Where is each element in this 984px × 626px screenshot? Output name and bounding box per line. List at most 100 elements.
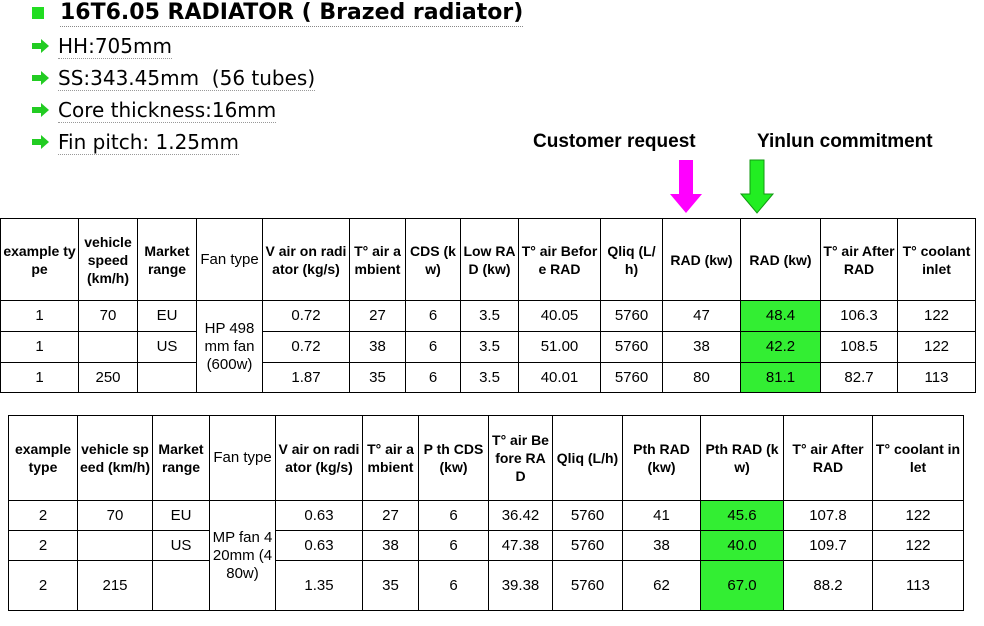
cell: 38 xyxy=(662,331,741,363)
customer-label: Customer request xyxy=(533,131,696,152)
cell: 5760 xyxy=(552,560,623,611)
cell: EU xyxy=(152,500,210,531)
cell: 36.42 xyxy=(488,500,553,531)
header-cell: Qliq (L/h) xyxy=(600,218,663,301)
cell: 47.38 xyxy=(488,530,553,561)
cell: 40.01 xyxy=(518,362,601,393)
header-cell: T° air ambient xyxy=(349,218,406,301)
cell: 82.7 xyxy=(820,362,898,393)
header-row: example type vehicle speed (km/h) Market r… xyxy=(8,415,964,501)
cell: 0.63 xyxy=(275,500,363,531)
customer-arrow xyxy=(670,160,702,213)
decor xyxy=(32,39,775,214)
cell: 5760 xyxy=(600,300,663,332)
yinlun-label: Yinlun commitment xyxy=(757,131,933,152)
cell: 122 xyxy=(897,331,976,363)
header-cell: T° coolant inlet xyxy=(897,218,976,301)
cell: 48.4 xyxy=(740,300,821,332)
header-cell: vehicle speed (km/h) xyxy=(77,415,153,501)
cell: 3.5 xyxy=(460,331,519,363)
bullet-arrows xyxy=(32,39,49,149)
cell: 122 xyxy=(897,300,976,332)
cell: 42.2 xyxy=(740,331,821,363)
cell: 51.00 xyxy=(518,331,601,363)
bullet: Core thickness:16mm xyxy=(58,98,277,123)
cell xyxy=(78,331,138,363)
cell: 107.8 xyxy=(783,500,873,531)
header-cell: Market range xyxy=(137,218,197,301)
cell: 81.1 xyxy=(740,362,821,393)
cell: 70 xyxy=(77,500,153,531)
header-cell: Pth RAD (kw) xyxy=(622,415,701,501)
cell: 5760 xyxy=(552,530,623,561)
cell: 2 xyxy=(8,500,78,531)
cell: 2 xyxy=(8,530,78,561)
header-cell: vehicle speed (km/h) xyxy=(78,218,138,301)
row: 2 70 EU MP fan 420mm (480w) 0.63 27 6 36.42 5760… xyxy=(8,500,964,611)
header-cell: RAD (kw) xyxy=(662,218,741,301)
cell: 45.6 xyxy=(700,500,784,531)
title: 16T6.05 RADIATOR ( Brazed radiator) xyxy=(60,0,524,27)
cell: 250 xyxy=(78,362,138,393)
cell: 1.35 xyxy=(275,560,363,611)
cell: EU xyxy=(137,300,197,332)
table-1: example type vehicle speed (km/h) Market r… xyxy=(0,218,976,393)
cell: US xyxy=(137,331,197,363)
cell: 38 xyxy=(362,530,419,561)
cell: 70 xyxy=(78,300,138,332)
cell: 40.05 xyxy=(518,300,601,332)
cell: 1 xyxy=(0,300,79,332)
cell: 106.3 xyxy=(820,300,898,332)
cell: HP 498mm fan (600w) xyxy=(196,300,263,393)
cell: 39.38 xyxy=(488,560,553,611)
row: 1 70 EU HP 498mm fan (600w) 0.72 27 6 3.5 40.05 5… xyxy=(0,300,976,393)
cell xyxy=(137,362,197,393)
cell: 215 xyxy=(77,560,153,611)
cell: 38 xyxy=(349,331,406,363)
cell: 6 xyxy=(405,362,461,393)
cell: 35 xyxy=(349,362,406,393)
cell: 80 xyxy=(662,362,741,393)
cell: 67.0 xyxy=(700,560,784,611)
cell: MP fan 420mm (480w) xyxy=(209,500,276,611)
cell xyxy=(152,560,210,611)
cell: 108.5 xyxy=(820,331,898,363)
cell: 6 xyxy=(418,560,489,611)
cell: 62 xyxy=(622,560,701,611)
header-cell: T° air Before RAD xyxy=(518,218,601,301)
cell: 38 xyxy=(622,530,701,561)
cell: 113 xyxy=(897,362,976,393)
cell: 6 xyxy=(418,500,489,531)
cell: 6 xyxy=(418,530,489,561)
cell: 1.87 xyxy=(262,362,350,393)
header-cell: Pth RAD (kw) xyxy=(700,415,784,501)
cell: 0.63 xyxy=(275,530,363,561)
yinlun-arrow xyxy=(739,159,775,214)
bullet: SS:343.45mm (56 tubes) xyxy=(58,66,316,91)
cell: 5760 xyxy=(552,500,623,531)
cell: 41 xyxy=(622,500,701,531)
header-cell: Qliq (L/h) xyxy=(552,415,623,501)
header-cell: T° air ambient xyxy=(362,415,419,501)
cell: 113 xyxy=(872,560,964,611)
header-cell: T° air After RAD xyxy=(783,415,873,501)
cell: 88.2 xyxy=(783,560,873,611)
header-cell: V air on radiator (kg/s) xyxy=(275,415,363,501)
header-cell: example type xyxy=(0,218,79,301)
cell: Fan type xyxy=(209,415,276,501)
cell: 27 xyxy=(362,500,419,531)
header-row: example type vehicle speed (km/h) Market r… xyxy=(0,218,976,301)
cell: 2 xyxy=(8,560,78,611)
row: 1 250 1.87 35 6 3.5 40.01 5760 80 81.1 82.7 113 xyxy=(0,362,976,393)
cell: 40.0 xyxy=(700,530,784,561)
cell: 109.7 xyxy=(783,530,873,561)
cell: 27 xyxy=(349,300,406,332)
cell: 1 xyxy=(0,331,79,363)
cell: 5760 xyxy=(600,331,663,363)
title-bullet xyxy=(32,7,44,19)
header-cell: Low RAD (kw) xyxy=(460,218,519,301)
table-2: example type vehicle speed (km/h) Market r… xyxy=(8,415,964,611)
bullet: Fin pitch: 1.25mm xyxy=(58,130,239,155)
row: 2 US 0.63 38 6 47.38 5760 38 40.0 109.7 122 xyxy=(8,530,964,561)
